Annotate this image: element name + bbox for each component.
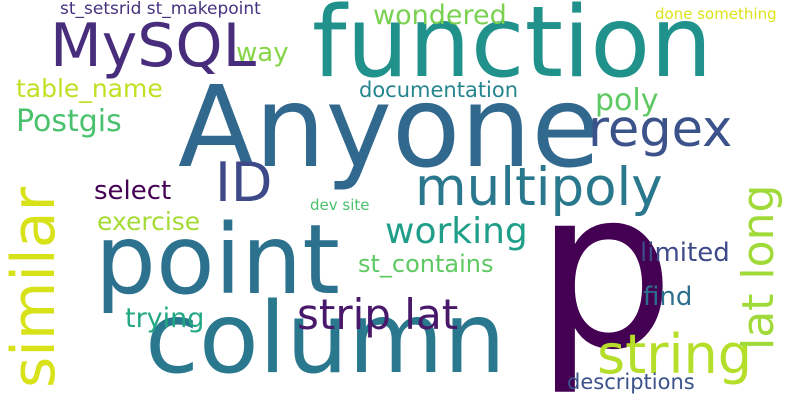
word-st-contains: st_contains xyxy=(358,250,494,278)
word-st-setsrid-st-makepoint: st_setsrid st_makepoint xyxy=(60,0,261,19)
word-way: way xyxy=(236,38,289,68)
word-postgis: Postgis xyxy=(16,104,122,139)
word-lat-long: lat long xyxy=(733,184,784,350)
word-similar: similar xyxy=(0,186,69,388)
word-exercise: exercise xyxy=(97,207,201,236)
word-anyone: Anyone xyxy=(178,63,601,193)
word-function: function xyxy=(312,0,713,100)
word-working: working xyxy=(385,211,528,252)
word-point: point xyxy=(95,204,340,316)
word-descriptions: descriptions xyxy=(567,370,695,394)
word-select: select xyxy=(94,176,172,206)
word-poly: poly xyxy=(595,83,659,118)
word-limited: limited xyxy=(640,238,730,268)
word-strip-lat: strip lat xyxy=(297,290,459,339)
word-string: string xyxy=(597,323,753,386)
word-find: find xyxy=(643,282,693,312)
word-dev-site: dev site xyxy=(310,196,370,214)
word-id: ID xyxy=(215,151,273,214)
word-wondered: wondered xyxy=(373,0,507,31)
word-mysql: MySQL xyxy=(50,11,257,81)
word-table-name: table_name xyxy=(16,74,163,103)
word-done-something: done something xyxy=(655,5,777,23)
word-regex: regex xyxy=(588,100,733,159)
word-documentation: documentation xyxy=(359,78,519,102)
word-p: p xyxy=(535,142,675,398)
word-multipoly: multipoly xyxy=(415,157,663,218)
word-column: column xyxy=(145,282,506,396)
word-trying: trying xyxy=(125,303,205,334)
